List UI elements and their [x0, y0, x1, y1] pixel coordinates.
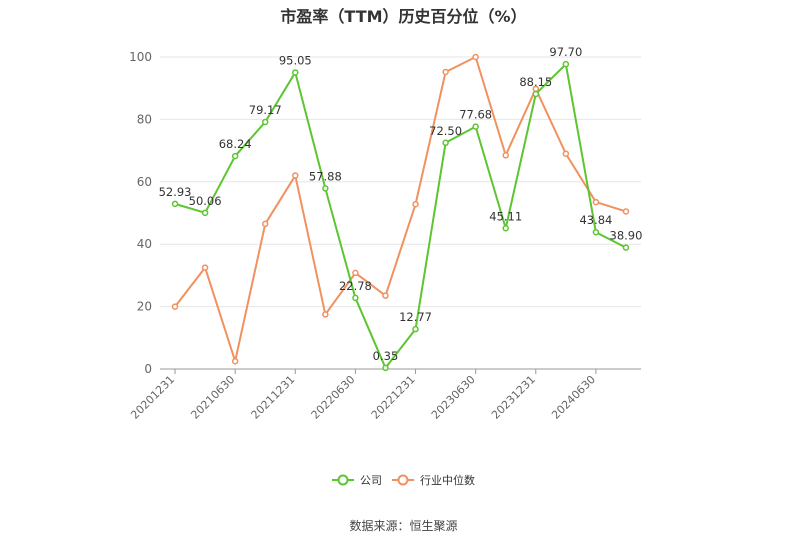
data-point [592, 228, 600, 236]
data-point [472, 123, 479, 130]
data-label: 52.93 [159, 185, 192, 199]
data-label: 45.11 [489, 209, 522, 223]
legend-marker [397, 474, 409, 486]
x-tick-label: 20231231 [489, 373, 538, 422]
data-point [502, 152, 509, 159]
legend-label: 公司 [360, 474, 382, 487]
data-label: 0.35 [373, 349, 399, 363]
data-point [201, 264, 209, 271]
legend-label: 行业中位数 [420, 473, 475, 487]
data-label: 79.17 [249, 103, 282, 117]
data-point [171, 303, 179, 310]
legend-marker [337, 474, 349, 486]
data-point [382, 364, 389, 372]
data-point [472, 53, 479, 61]
x-tick-label: 20201231 [128, 373, 177, 422]
data-label: 12.77 [399, 310, 432, 324]
data-point [352, 269, 359, 277]
x-tick-label: 20210630 [188, 373, 237, 422]
data-point [442, 68, 449, 76]
x-tick-label: 20220630 [309, 373, 358, 422]
data-point [171, 200, 179, 208]
data-point [201, 209, 209, 217]
data-label: 57.88 [309, 169, 342, 183]
y-tick-label: 80 [137, 112, 152, 126]
series-line-company [174, 63, 627, 369]
data-point [442, 139, 449, 147]
data-label: 50.06 [189, 194, 222, 208]
y-tick-label: 60 [137, 175, 152, 189]
data-label: 68.24 [219, 137, 252, 151]
series-line-industry-median [174, 56, 627, 363]
data-label: 72.50 [429, 124, 462, 138]
data-label: 97.70 [549, 45, 582, 59]
data-point [292, 69, 299, 76]
data-point [592, 198, 600, 206]
data-label: 38.90 [610, 229, 643, 243]
data-label: 95.05 [279, 53, 312, 67]
data-point [261, 220, 269, 228]
legend-item-company[interactable]: 公司 [332, 474, 382, 487]
data-point [502, 225, 509, 232]
chart-title: 市盈率（TTM）历史百分位（%） [280, 7, 527, 26]
y-tick-label: 100 [129, 50, 152, 64]
x-tick-label: 20221231 [369, 373, 418, 422]
y-tick-label: 40 [137, 237, 152, 251]
legend-item-industry-median[interactable]: 行业中位数 [392, 473, 475, 487]
x-tick-label: 20230630 [429, 373, 478, 422]
data-label: 43.84 [579, 213, 612, 227]
y-tick-label: 0 [144, 362, 152, 376]
data-point [322, 185, 329, 192]
data-point [622, 244, 630, 251]
data-point [231, 152, 239, 160]
data-point [562, 60, 570, 68]
y-tick-label: 20 [137, 300, 152, 314]
data-point [382, 292, 389, 299]
data-label: 88.15 [519, 75, 552, 89]
data-point [261, 118, 269, 126]
source-note: 数据来源：恒生聚源 [349, 519, 458, 533]
data-point [532, 90, 540, 98]
data-point [322, 311, 329, 318]
x-tick-label: 20211231 [249, 373, 298, 422]
x-tick-label: 20240630 [549, 373, 598, 422]
data-label: 22.78 [339, 279, 372, 293]
data-label: 77.68 [459, 108, 492, 122]
data-point [412, 325, 419, 333]
data-point [412, 201, 419, 208]
data-point [292, 172, 299, 179]
data-point [231, 357, 239, 365]
data-point [562, 150, 570, 157]
data-point [622, 208, 630, 215]
data-point [352, 294, 359, 302]
